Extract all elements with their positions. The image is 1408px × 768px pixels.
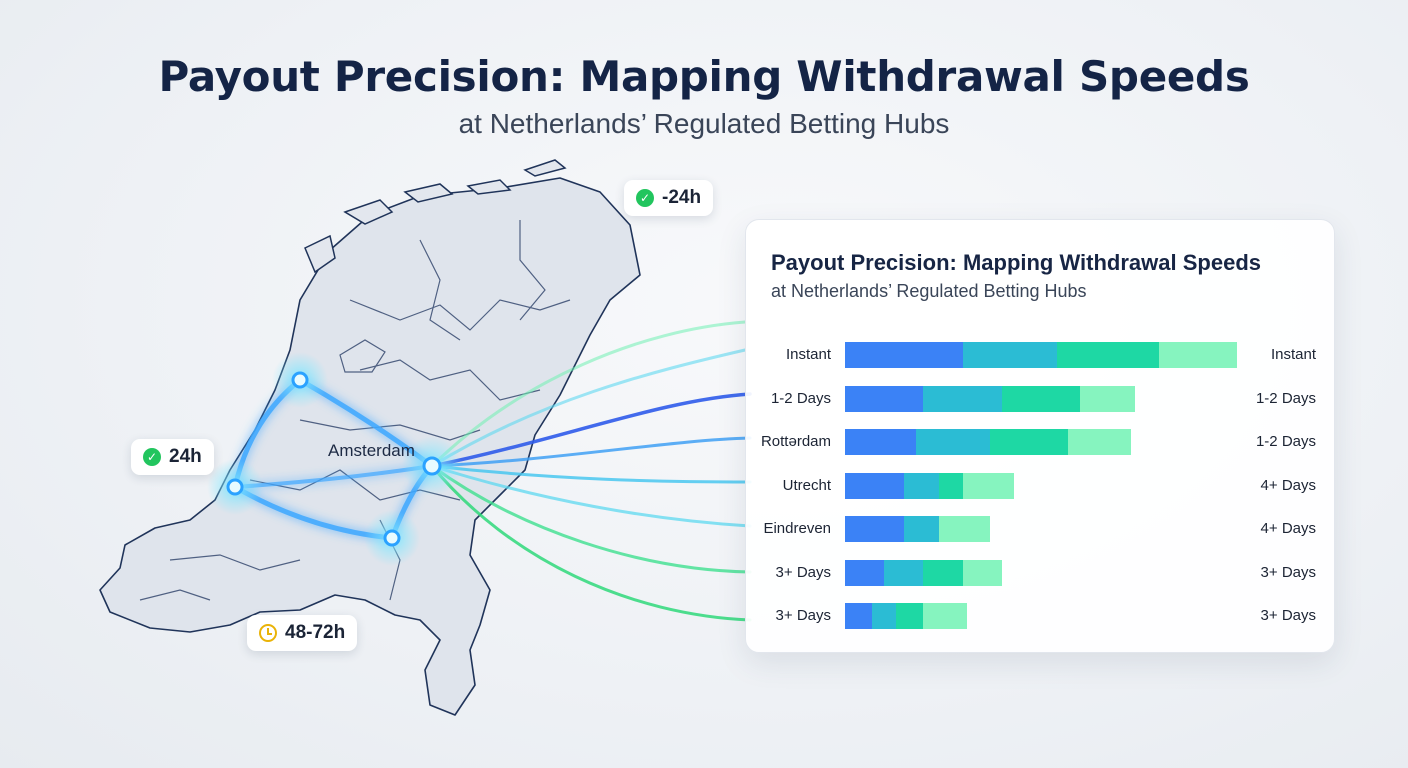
- bar-segment: [845, 385, 924, 412]
- bar-segment: [962, 559, 1002, 586]
- category-label: Instant: [785, 346, 831, 363]
- bar-segment: [1158, 342, 1237, 368]
- bar-segment: [845, 516, 904, 542]
- category-label: Utrecht: [782, 476, 831, 494]
- bar-segment: [903, 472, 940, 499]
- category-label: 3+ Days: [775, 607, 831, 624]
- speed-label: Instant: [1270, 346, 1316, 363]
- bar-stack: [845, 603, 967, 629]
- bar-segment: [939, 472, 963, 499]
- speed-label: 3+ Days: [1260, 607, 1316, 624]
- bar-segment: [915, 429, 991, 455]
- main-title: Payout Precision: Mapping Withdrawal Spe…: [158, 52, 1250, 101]
- bar-segment: [872, 603, 896, 629]
- bar-segment: [845, 603, 873, 629]
- bar-segment: [845, 559, 885, 586]
- badge-text: 48-72h: [285, 622, 346, 643]
- bar-segment: [923, 559, 963, 586]
- bar-stack: [845, 472, 1014, 499]
- speed-label: 1-2 Days: [1255, 389, 1316, 407]
- bar-stack: [845, 385, 1136, 412]
- bar-segment: [923, 603, 967, 629]
- bar-stack: [845, 342, 1237, 368]
- category-label: Rottərdam: [760, 433, 831, 450]
- bar-segment: [845, 472, 904, 499]
- speed-label: 3+ Days: [1260, 563, 1316, 581]
- bar-stack: [845, 559, 1002, 586]
- speed-label: 4+ Days: [1260, 476, 1316, 494]
- bar-segment: [845, 342, 963, 368]
- fan-lines: [430, 320, 752, 622]
- city-label-amsterdam: Amsterdam: [328, 441, 415, 460]
- map-islands: [304, 159, 567, 274]
- speed-badge-48-72h: 48-72h: [247, 615, 358, 651]
- check-icon: ✓: [636, 189, 654, 207]
- badge-text: 24h: [169, 446, 202, 467]
- bar-segment: [895, 603, 924, 629]
- bar-segment: [1068, 429, 1132, 455]
- check-icon: ✓: [143, 448, 161, 466]
- category-label: 3+ Days: [775, 563, 831, 581]
- bar-segment: [1001, 385, 1081, 412]
- bar-segment: [939, 516, 991, 542]
- bar-stack: [845, 429, 1132, 455]
- badge-text: -24h: [662, 187, 702, 208]
- map-land: [99, 177, 641, 716]
- category-label: Eindreven: [763, 520, 831, 537]
- bar-segment: [990, 429, 1069, 455]
- main-subtitle: at Netherlands’ Regulated Betting Hubs: [458, 108, 950, 139]
- bar-segment: [884, 559, 924, 586]
- bar-segment: [962, 472, 1014, 499]
- speed-badge-24h-west: ✓ 24h: [131, 439, 214, 475]
- chart-panel: Payout Precision: Mapping Withdrawal Spe…: [745, 219, 1335, 653]
- chart-title: Payout Precision: Mapping Withdrawal Spe…: [771, 250, 1261, 275]
- bar-segment: [1056, 342, 1159, 368]
- chart-subtitle: at Netherlands’ Regulated Betting Hubs: [771, 281, 1087, 301]
- bar-segment: [1080, 385, 1136, 412]
- clock-icon: [259, 624, 277, 642]
- bar-stack: [845, 516, 991, 542]
- bar-segment: [845, 429, 916, 455]
- speed-badge-24h-north: ✓ -24h: [624, 180, 714, 216]
- speed-label: 4+ Days: [1260, 520, 1316, 537]
- hub-nodes: [207, 352, 462, 566]
- category-label: 1-2 Days: [770, 389, 831, 407]
- bar-segment: [903, 516, 940, 542]
- bar-segment: [923, 385, 1002, 412]
- speed-label: 1-2 Days: [1255, 433, 1316, 450]
- bar-segment: [962, 342, 1057, 368]
